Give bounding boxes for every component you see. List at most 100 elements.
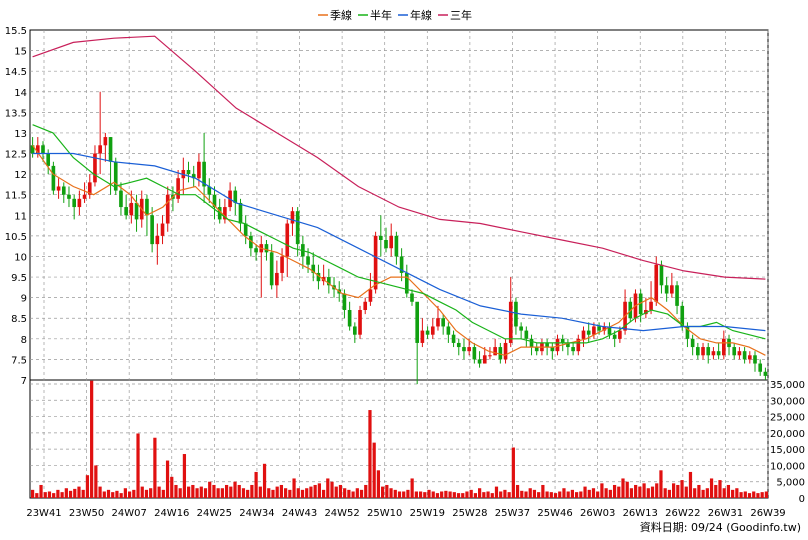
price-tick-label: 8.5	[11, 314, 27, 325]
volume-bar	[98, 486, 102, 498]
volume-bar	[431, 491, 435, 498]
candle-body	[456, 342, 461, 348]
volume-bar	[30, 489, 35, 498]
volume-bar	[144, 489, 149, 498]
price-tick-label: 12.5	[5, 150, 27, 161]
volume-bar	[583, 486, 587, 498]
candle-body	[155, 235, 160, 245]
volume-tick-label: 5,000	[776, 478, 805, 489]
candle-body	[264, 244, 269, 253]
volume-bar	[47, 491, 52, 498]
candle-body	[706, 347, 711, 356]
candle-body	[716, 351, 721, 356]
candle-body	[690, 338, 695, 348]
candle-body	[524, 330, 529, 339]
volume-bar	[612, 484, 617, 498]
candle-body	[82, 194, 87, 199]
candle-body	[150, 215, 154, 245]
price-tick-label: 15	[14, 47, 27, 58]
price-tick-label: 10	[14, 252, 27, 263]
x-tick-label: 24W25	[197, 508, 232, 519]
price-tick-label: 9.5	[11, 273, 27, 284]
candle-body	[202, 161, 206, 187]
candle-body	[576, 338, 581, 352]
volume-bar	[178, 488, 182, 498]
volume-bar	[680, 480, 684, 498]
volume-bar	[305, 488, 309, 498]
volume-bar	[456, 493, 461, 498]
candle-body	[389, 235, 394, 249]
volume-bar	[153, 437, 157, 498]
candle-body	[394, 235, 399, 257]
volume-bar	[625, 481, 629, 498]
candle-body	[353, 326, 357, 335]
x-tick-label: 26W39	[750, 508, 785, 519]
volume-bar	[275, 486, 279, 498]
volume-bar	[646, 488, 650, 498]
volume-bar	[237, 484, 241, 498]
volume-bar	[309, 486, 313, 498]
volume-bar	[537, 492, 541, 498]
candle-body	[415, 301, 420, 343]
volume-bar	[469, 489, 473, 498]
volume-bar	[229, 486, 233, 498]
candle-body	[566, 342, 570, 348]
volume-bar	[591, 488, 596, 498]
candle-body	[529, 338, 534, 348]
x-tick-label: 24W43	[282, 508, 317, 519]
volume-bar	[326, 478, 330, 498]
volume-bar	[541, 484, 545, 498]
volume-bar	[254, 471, 258, 498]
candle-body	[602, 326, 607, 331]
candle-body	[186, 170, 191, 175]
volume-bar	[478, 488, 482, 498]
volume-bar	[448, 491, 452, 498]
candle-body	[747, 355, 752, 360]
candle-body	[462, 347, 466, 352]
volume-tick-label: 10,000	[770, 461, 805, 472]
volume-bar	[292, 478, 296, 498]
volume-axis: 0 5,000 10,000 15,000 20,000 25,000 30,000 35,0…	[770, 380, 805, 505]
volume-bar	[347, 489, 351, 498]
price-tick-label: 11	[14, 211, 27, 222]
x-tick-label: 24W52	[324, 508, 359, 519]
volume-bar	[68, 490, 73, 498]
candle-body	[597, 326, 601, 331]
candle-body	[742, 351, 747, 360]
candle-body	[560, 338, 565, 343]
volume-bar	[671, 483, 676, 498]
candle-body	[488, 355, 492, 357]
volume-bar	[570, 489, 575, 498]
x-tick-label: 23W50	[69, 508, 104, 519]
volume-plot-frame	[29, 379, 769, 499]
volume-bar	[385, 484, 389, 498]
candle-body	[316, 272, 321, 282]
candle-body	[342, 293, 347, 310]
x-tick-label: 25W10	[367, 508, 402, 519]
candle-body	[592, 326, 596, 335]
volume-bar	[545, 491, 549, 498]
legend-label: 半年	[370, 8, 392, 22]
volume-bar	[140, 486, 144, 498]
volume-bar	[709, 478, 714, 498]
price-tick-label: 12	[14, 170, 27, 181]
volume-bar	[465, 491, 469, 498]
x-tick-label: 26W22	[665, 508, 700, 519]
volume-bar	[461, 493, 465, 498]
candle-body	[436, 318, 440, 327]
ma-line	[32, 124, 766, 344]
volume-bar	[452, 492, 456, 498]
candle-body	[612, 334, 617, 339]
x-tick-label: 25W37	[495, 508, 530, 519]
volume-bar	[149, 488, 153, 498]
volume-tick-label: 35,000	[770, 380, 805, 391]
volume-tick-label: 20,000	[770, 429, 805, 440]
volume-bar	[52, 493, 56, 498]
candle-body	[498, 347, 503, 360]
volume-bar	[317, 483, 321, 498]
x-tick-label: 23W41	[26, 508, 61, 519]
volume-bar	[549, 492, 553, 498]
volume-bar	[241, 488, 246, 498]
volume-bar	[220, 488, 224, 498]
